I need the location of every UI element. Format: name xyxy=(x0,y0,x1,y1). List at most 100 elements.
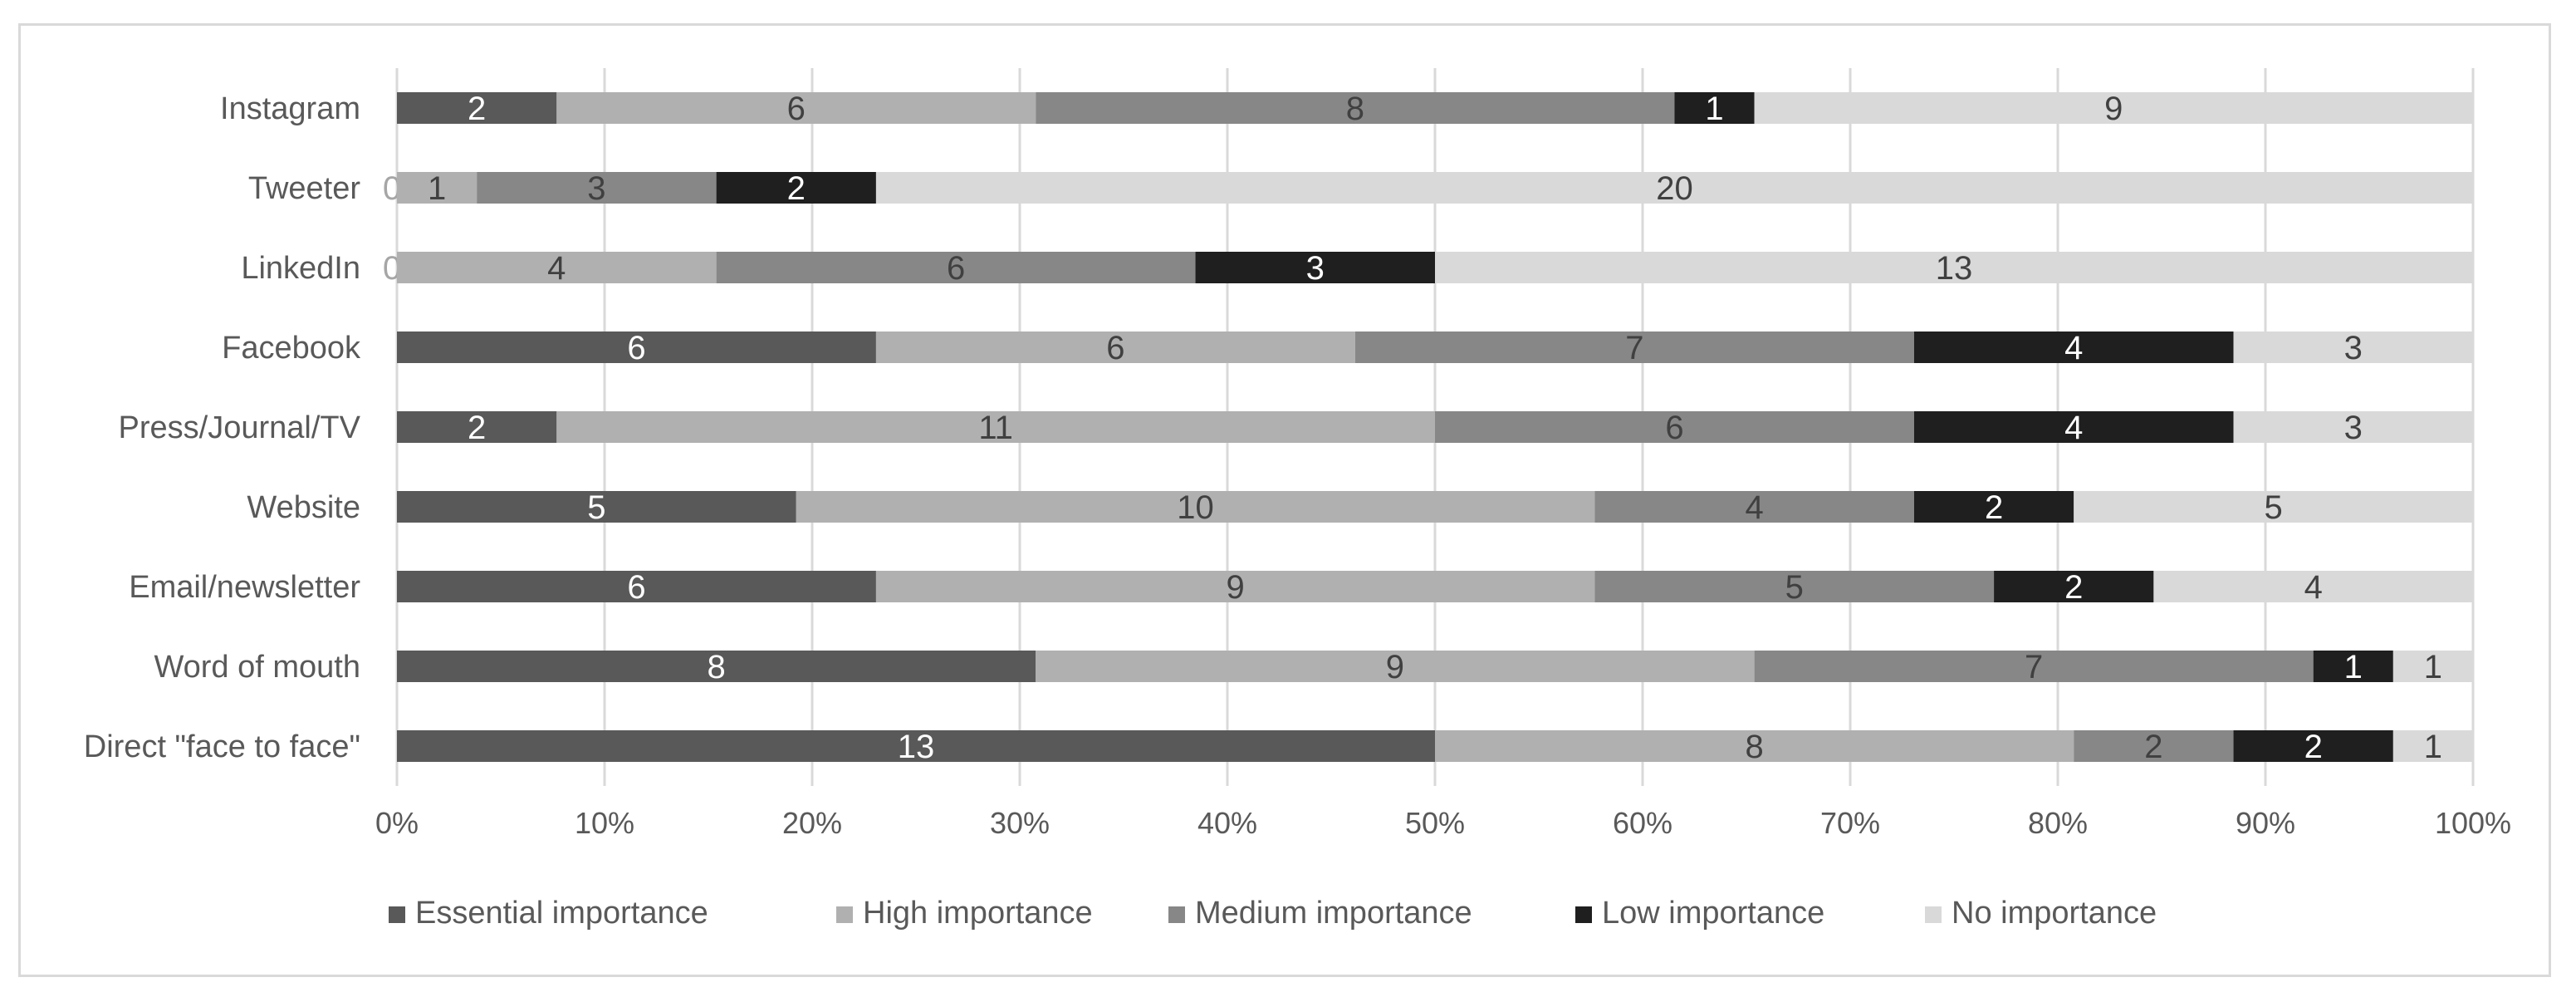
data-label: 7 xyxy=(1625,330,1643,366)
data-label: 1 xyxy=(2344,649,2363,685)
bar-segment xyxy=(397,411,557,443)
bar-segment xyxy=(1913,332,2234,363)
bar-segment xyxy=(716,172,876,204)
data-label: 9 xyxy=(1226,569,1244,606)
bar-segment xyxy=(1913,411,2234,443)
bar-segment xyxy=(1594,571,1995,602)
category-label: Word of mouth xyxy=(154,650,360,685)
data-label: 3 xyxy=(2344,330,2363,366)
bar-segment xyxy=(796,491,1595,523)
bar-segment xyxy=(1754,92,2473,124)
x-tick-label: 100% xyxy=(2435,806,2511,840)
x-tick-label: 0% xyxy=(375,806,419,840)
category-label: Facebook xyxy=(222,331,361,366)
bar-segment xyxy=(477,172,717,204)
category-labels: Instagram Tweeter LinkedIn Facebook Press/Jo… xyxy=(84,91,361,764)
legend: Essential importance High importance Mediu… xyxy=(389,896,2157,931)
data-label: 6 xyxy=(787,91,806,127)
bar-segment xyxy=(716,252,1196,283)
bar-segment xyxy=(2153,571,2473,602)
bar-segment xyxy=(1594,491,1914,523)
data-label: 2 xyxy=(2064,569,2083,606)
bar-segment xyxy=(1435,730,2074,762)
data-label: 3 xyxy=(587,170,605,207)
legend-swatch xyxy=(1168,906,1185,923)
legend-label: Essential importance xyxy=(415,896,708,931)
data-label: 11 xyxy=(978,410,1013,446)
data-label: 1 xyxy=(2424,729,2442,765)
x-tick-label: 80% xyxy=(2028,806,2088,840)
data-label: 8 xyxy=(707,649,725,685)
bar-segment xyxy=(1354,332,1914,363)
data-label: 3 xyxy=(2344,410,2363,446)
legend-swatch xyxy=(836,906,853,923)
data-label: 4 xyxy=(2064,410,2083,446)
bar-segment xyxy=(1036,92,1675,124)
x-tick-label: 10% xyxy=(575,806,634,840)
bar-segment xyxy=(2313,651,2393,682)
legend-swatch xyxy=(1575,906,1592,923)
bar-segment xyxy=(2074,491,2473,523)
data-label: 4 xyxy=(547,250,566,287)
data-label: 2 xyxy=(2304,729,2323,765)
data-label: 0 xyxy=(383,170,401,207)
x-tick-label: 20% xyxy=(782,806,842,840)
bar-segment xyxy=(875,571,1595,602)
bar-segment xyxy=(556,411,1436,443)
data-label: 0 xyxy=(383,250,401,287)
legend-label: High importance xyxy=(863,896,1093,931)
data-label: 6 xyxy=(1665,410,1683,446)
x-tick-label: 50% xyxy=(1405,806,1465,840)
bar-segment xyxy=(1754,651,2314,682)
data-label: 13 xyxy=(1936,250,1973,287)
category-label: Website xyxy=(247,490,360,525)
bars: 2 6 8 1 90 1 3 2 200 4 6 3 136 6 7 4 32 11 6 4 35 10 4 2 56 9 5 2 48… xyxy=(383,91,2473,765)
bar-segment xyxy=(1435,252,2473,283)
bar-segment xyxy=(2392,651,2473,682)
data-label: 7 xyxy=(2025,649,2043,685)
x-tick-label: 40% xyxy=(1197,806,1257,840)
bar-segment xyxy=(397,332,876,363)
data-label: 3 xyxy=(1306,250,1325,287)
bar-segment xyxy=(875,172,2473,204)
bar-segment xyxy=(397,651,1036,682)
legend-label: Medium importance xyxy=(1195,896,1472,931)
legend-swatch xyxy=(1925,906,1942,923)
data-label: 9 xyxy=(2104,91,2123,127)
data-label: 8 xyxy=(1745,729,1763,765)
bar-segment xyxy=(2233,332,2473,363)
data-label: 2 xyxy=(468,410,486,446)
bar-segment xyxy=(2392,730,2473,762)
x-axis-ticks: 0% 10% 20% 30% 40% 50% 60% 70% 80% 90% 100% xyxy=(375,806,2511,840)
category-label: Tweeter xyxy=(248,171,361,206)
x-tick-label: 70% xyxy=(1820,806,1880,840)
category-label: LinkedIn xyxy=(241,251,360,286)
data-label: 5 xyxy=(1785,569,1804,606)
data-label: 1 xyxy=(1705,91,1723,127)
legend-label: No importance xyxy=(1952,896,2157,931)
bar-segment xyxy=(1036,651,1755,682)
data-label: 6 xyxy=(627,569,645,606)
category-label: Press/Journal/TV xyxy=(119,410,361,445)
data-label: 20 xyxy=(1656,170,1693,207)
category-label: Direct "face to face" xyxy=(84,729,360,764)
x-tick-label: 60% xyxy=(1613,806,1672,840)
x-tick-label: 30% xyxy=(990,806,1050,840)
data-label: 8 xyxy=(1346,91,1364,127)
data-label: 4 xyxy=(1745,489,1763,526)
category-label: Instagram xyxy=(220,91,360,126)
data-label: 5 xyxy=(587,489,605,526)
bar-segment xyxy=(397,491,796,523)
bar-segment xyxy=(397,571,876,602)
data-label: 6 xyxy=(947,250,965,287)
data-label: 2 xyxy=(2144,729,2162,765)
category-label: Email/newsletter xyxy=(129,570,360,605)
data-label: 4 xyxy=(2304,569,2323,606)
data-label: 5 xyxy=(2264,489,2282,526)
bar-segment xyxy=(397,730,1435,762)
bar-segment xyxy=(1913,491,2074,523)
data-label: 1 xyxy=(428,170,446,207)
data-label: 2 xyxy=(787,170,806,207)
legend-label: Low importance xyxy=(1602,896,1824,931)
